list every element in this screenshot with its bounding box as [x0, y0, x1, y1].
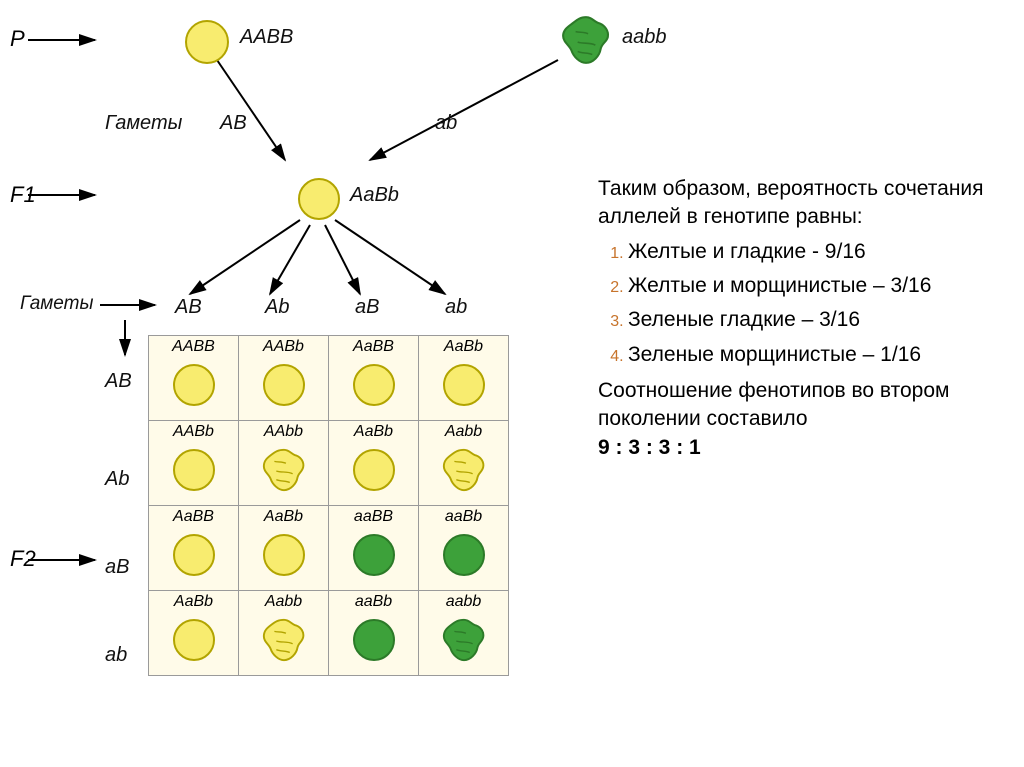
cell-genotype: aaBB	[329, 506, 418, 526]
cell-genotype: AaBB	[149, 506, 238, 526]
cell-genotype: AAbb	[239, 421, 328, 441]
f1-gamete-2: aB	[355, 296, 379, 319]
cell-genotype: AaBb	[419, 336, 508, 356]
punnett-cell: Aabb	[419, 421, 509, 506]
cell-pea	[239, 441, 328, 499]
stage: P F1 F2 AABB aabb Гаметы AB ab AaBb Гаме…	[0, 0, 1024, 767]
cell-genotype: AABB	[149, 336, 238, 356]
cell-pea	[329, 526, 418, 584]
cell-pea	[419, 356, 508, 414]
punnett-cell: AaBb	[239, 506, 329, 591]
cell-pea	[149, 441, 238, 499]
label-F2: F2	[10, 546, 36, 572]
gametes-label-f1: Гаметы	[20, 293, 93, 315]
f1-gamete-0: AB	[175, 296, 202, 319]
phenotype-item: Зеленые гладкие – 3/16	[628, 306, 1004, 334]
punnett-cell: aaBb	[419, 506, 509, 591]
label-P: P	[10, 26, 25, 52]
cell-genotype: AaBb	[239, 506, 328, 526]
cell-genotype: aabb	[419, 591, 508, 611]
cell-genotype: AaBb	[149, 591, 238, 611]
punnett-cell: AaBb	[149, 591, 239, 676]
phenotype-item: Желтые и гладкие - 9/16	[628, 238, 1004, 266]
cell-pea	[149, 611, 238, 669]
punnett-square: AABBAABbAaBBAaBbAABbAAbbAaBbAabbAaBBAaBb…	[148, 335, 509, 676]
cell-pea	[239, 526, 328, 584]
punnett-cell: AABB	[149, 336, 239, 421]
row-header-1: Ab	[105, 468, 129, 491]
punnett-cell: AABb	[239, 336, 329, 421]
cell-pea	[239, 356, 328, 414]
row-header-3: ab	[105, 644, 127, 667]
gamete-AB: AB	[220, 112, 247, 135]
punnett-cell: aabb	[419, 591, 509, 676]
ratio-value: 9 : 3 : 3 : 1	[598, 436, 701, 459]
cell-pea	[149, 526, 238, 584]
parent2-genotype: aabb	[622, 26, 667, 49]
label-F1: F1	[10, 182, 36, 208]
cell-pea	[329, 611, 418, 669]
intro-text: Таким образом, вероятность сочетания алл…	[598, 175, 1004, 232]
cell-pea	[419, 526, 508, 584]
row-header-0: AB	[105, 370, 132, 393]
punnett-cell: AaBB	[329, 336, 419, 421]
gamete-ab: ab	[435, 112, 457, 135]
punnett-cell: AaBb	[329, 421, 419, 506]
f1-genotype: AaBb	[350, 184, 399, 207]
punnett-cell: AaBb	[419, 336, 509, 421]
row-header-2: aB	[105, 556, 129, 579]
cell-pea	[239, 611, 328, 669]
punnett-cell: aaBB	[329, 506, 419, 591]
description-block: Таким образом, вероятность сочетания алл…	[598, 175, 1004, 468]
cell-genotype: Aabb	[419, 421, 508, 441]
cell-pea	[329, 356, 418, 414]
cell-genotype: AABb	[239, 336, 328, 356]
f1-pea	[298, 178, 340, 220]
cell-pea	[329, 441, 418, 499]
parent1-genotype: AABB	[240, 26, 293, 49]
phenotype-list: Желтые и гладкие - 9/16 Желтые и морщини…	[598, 238, 1004, 369]
punnett-cell: Aabb	[239, 591, 329, 676]
ratio-line: Соотношение фенотипов во втором поколени…	[598, 379, 949, 430]
cell-pea	[419, 611, 508, 669]
cell-genotype: AaBb	[329, 421, 418, 441]
cell-pea	[419, 441, 508, 499]
punnett-cell: AABb	[149, 421, 239, 506]
f1-gamete-3: ab	[445, 296, 467, 319]
parent1-pea	[185, 20, 229, 64]
f1-gamete-1: Ab	[265, 296, 289, 319]
phenotype-item: Зеленые морщинистые – 1/16	[628, 341, 1004, 369]
cell-genotype: AABb	[149, 421, 238, 441]
gametes-label-p: Гаметы	[105, 112, 182, 135]
punnett-cell: AaBB	[149, 506, 239, 591]
punnett-cell: AAbb	[239, 421, 329, 506]
phenotype-item: Желтые и морщинистые – 3/16	[628, 272, 1004, 300]
cell-genotype: aaBb	[329, 591, 418, 611]
cell-pea	[149, 356, 238, 414]
cell-genotype: aaBb	[419, 506, 508, 526]
cell-genotype: AaBB	[329, 336, 418, 356]
punnett-cell: aaBb	[329, 591, 419, 676]
cell-genotype: Aabb	[239, 591, 328, 611]
